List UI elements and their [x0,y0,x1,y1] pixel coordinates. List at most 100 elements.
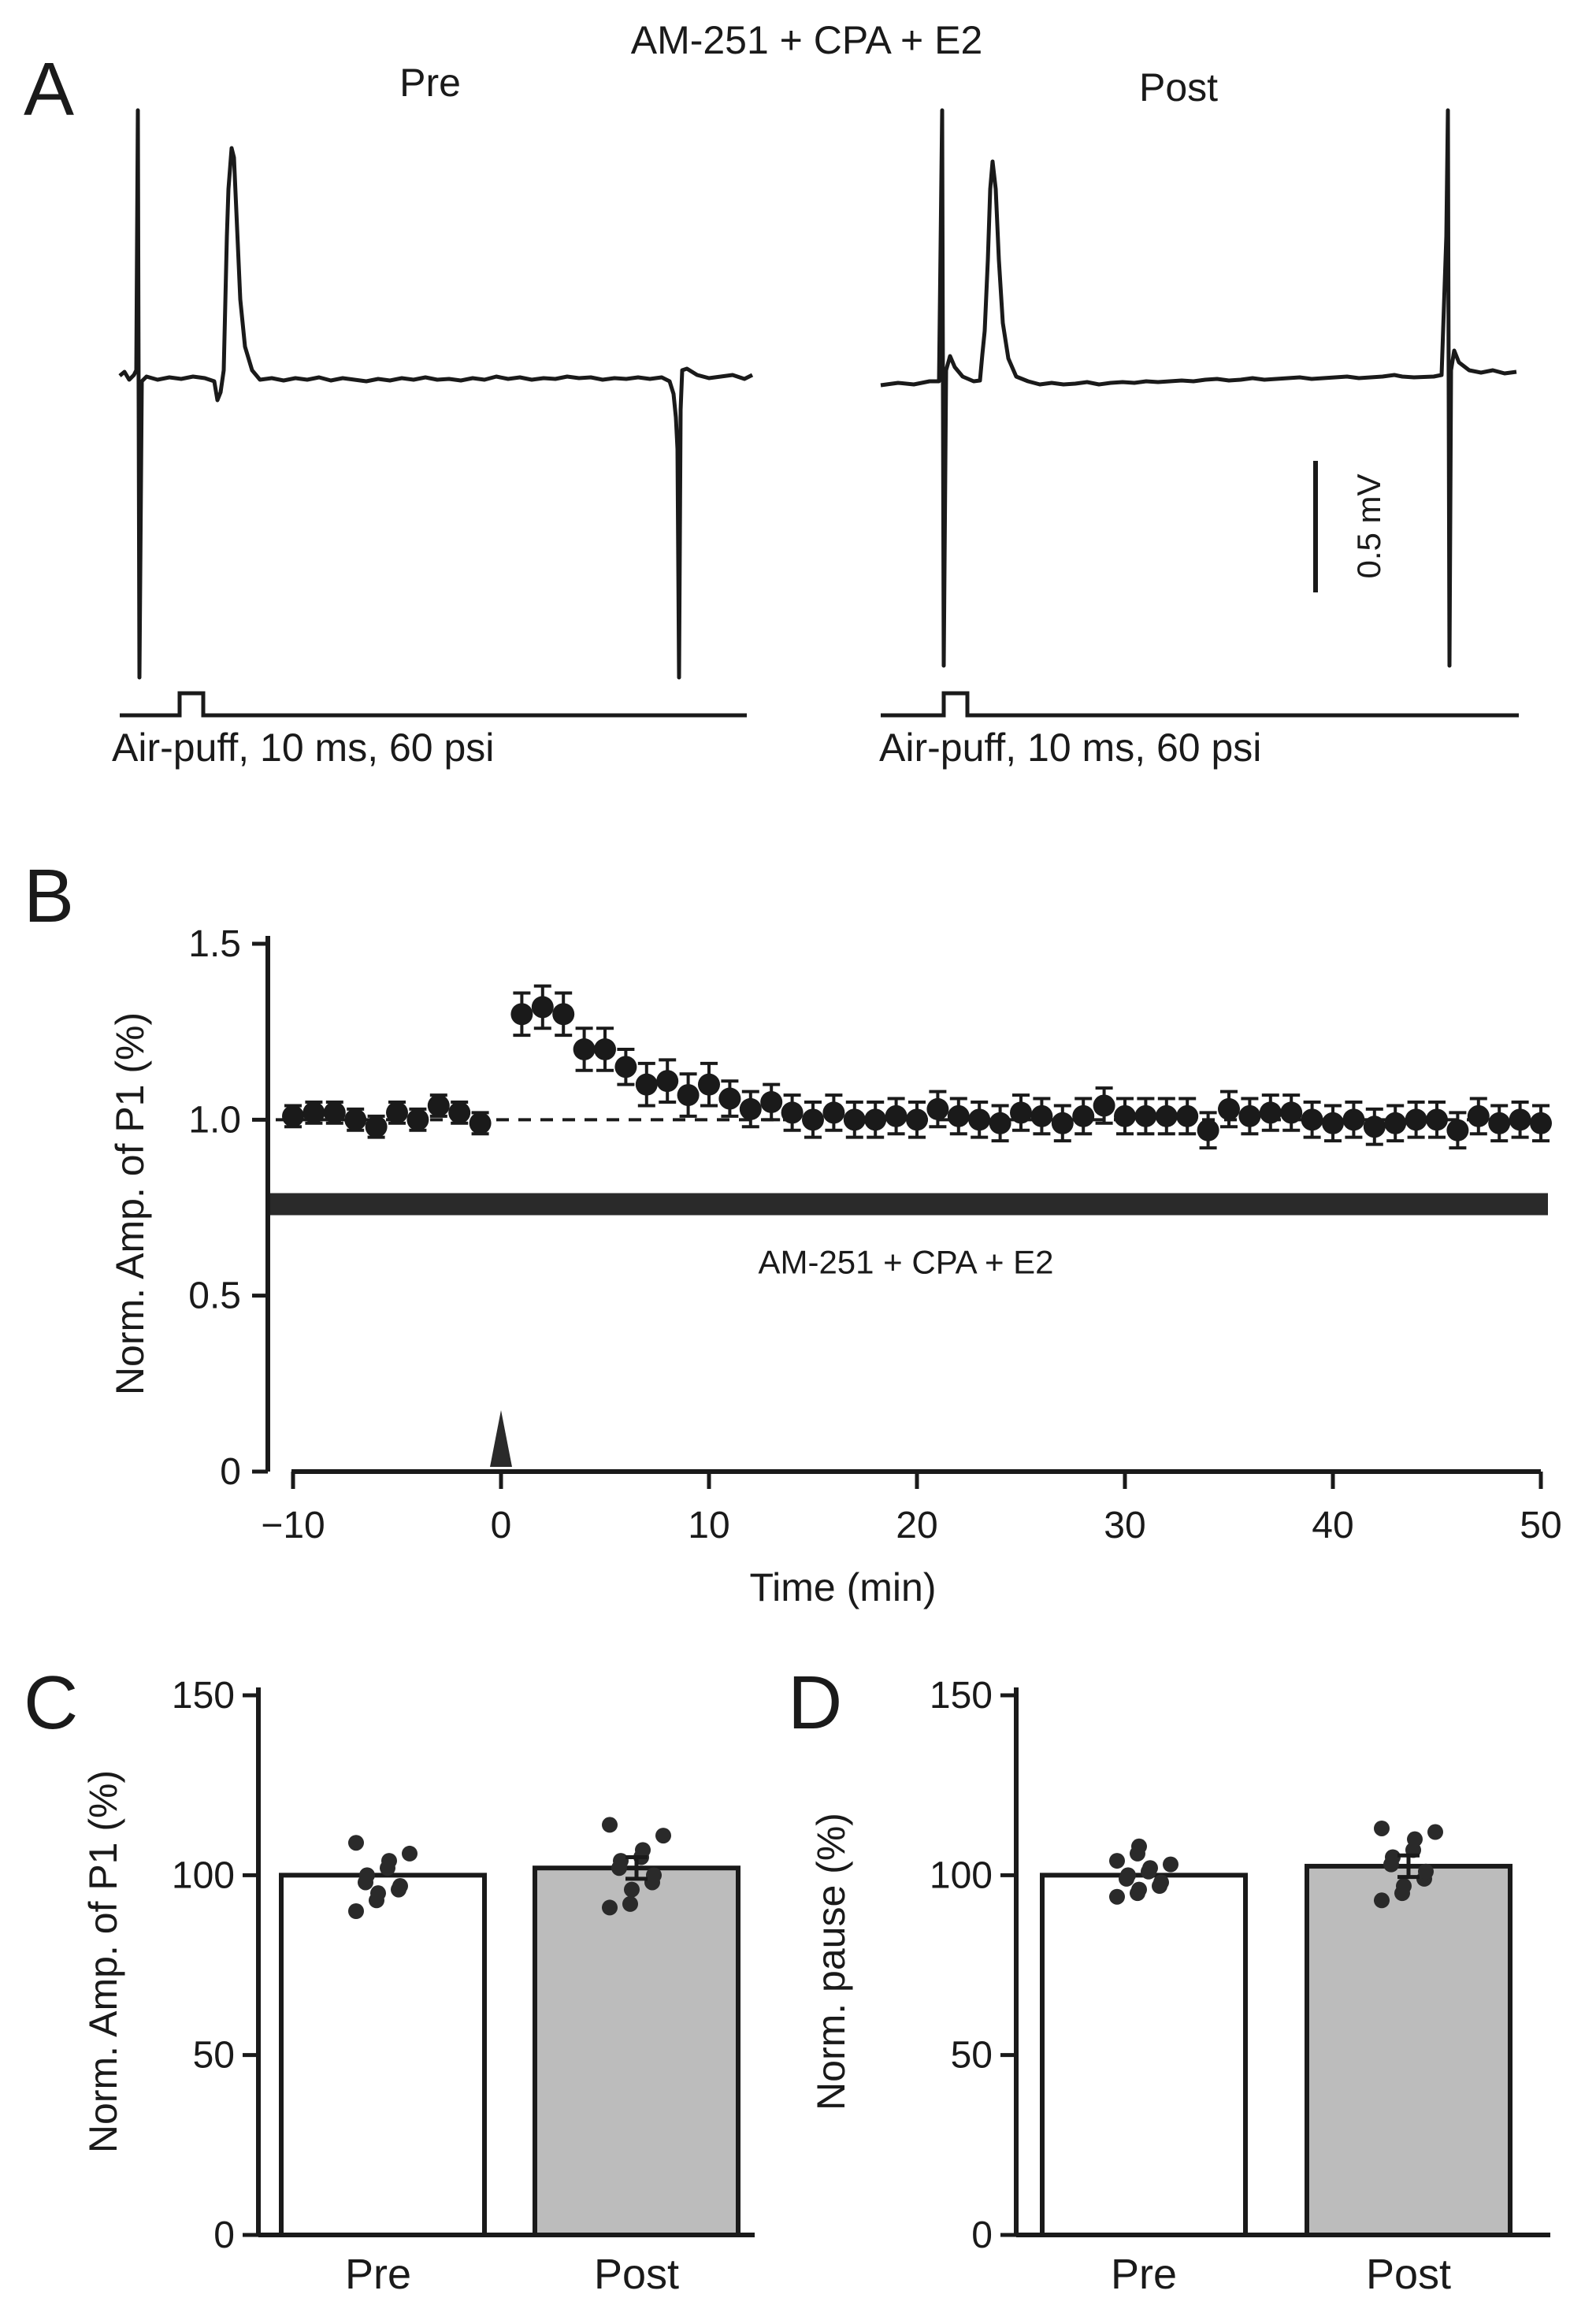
x-tick-label-b: 30 [1104,1505,1145,1546]
scatter-point-c [392,1878,408,1895]
data-point-b [822,1101,845,1124]
data-point-b [1010,1101,1032,1124]
scatter-point-d [1153,1874,1169,1891]
panel-a-title: AM-251 + CPA + E2 [631,18,983,62]
y-tick-label-c: 100 [172,1854,235,1896]
category-label-post-d: Post [1366,2251,1451,2298]
scatter-point-d [1131,1838,1147,1854]
scatter-point-c [613,1853,629,1869]
data-point-b [989,1112,1011,1134]
scatter-point-c [646,1867,662,1884]
y-axis-title-c: Norm. Amp. of P1 (%) [81,1770,125,2153]
data-point-b [510,1003,533,1026]
data-point-b [1384,1112,1407,1134]
data-point-b [926,1097,949,1120]
scatter-point-d [1374,1820,1390,1836]
data-point-b [448,1101,471,1124]
panel-b: B 0 0.5 1.0 1.5 −10 0 10 20 30 40 50 Norm. Amp. o… [24,854,1562,1609]
scatter-point-d [1385,1849,1401,1865]
y-tick-label-d: 100 [930,1854,993,1896]
data-point-b [1446,1119,1469,1142]
scatter-point-d [1120,1867,1136,1884]
post-trace [880,108,1517,668]
data-point-b [718,1087,741,1110]
data-point-b [1114,1104,1136,1127]
panel-c: C 0 50 100 150 Norm. Amp. of P1 (%) Pre Pos… [24,1661,755,2298]
data-point-b [469,1112,492,1134]
data-point-b [781,1101,804,1124]
x-tick-label-b: 50 [1520,1505,1561,1546]
stimulation-arrowhead [490,1410,512,1467]
y-tick-label-b: 0 [220,1451,241,1493]
y-tick-label-c: 50 [193,2035,235,2077]
data-point-b [1197,1119,1219,1142]
data-point-b [1342,1108,1365,1131]
x-tick-label-b: −10 [261,1505,325,1546]
post-stim-line [881,691,1519,718]
scatter-point-c [370,1885,386,1902]
data-point-b [1176,1104,1199,1127]
scatter-point-c [635,1842,651,1858]
data-point-b [302,1101,325,1124]
pre-trace-label: Pre [399,61,461,105]
data-point-b [1322,1112,1344,1134]
scatter-point-c [348,1903,364,1919]
data-point-b [656,1070,679,1093]
y-tick-label-d: 150 [930,1675,993,1717]
data-point-b [885,1104,907,1127]
scatter-point-d [1109,1888,1125,1905]
scatter-point-c [624,1881,640,1898]
data-point-b [1051,1112,1074,1134]
data-point-b [802,1108,824,1131]
scatter-point-d [1427,1824,1443,1840]
x-tick-label-b: 20 [896,1505,937,1546]
x-tick-label-b: 0 [491,1505,512,1546]
data-point-b [1467,1104,1490,1127]
category-label-post-c: Post [594,2251,679,2298]
data-point-b [573,1038,596,1060]
y-tick-label-b: 1.5 [188,923,241,965]
data-point-b [594,1038,616,1060]
data-point-b [1405,1108,1427,1131]
scatter-point-c [359,1867,375,1884]
y-tick-label-d: 0 [971,2214,993,2256]
y-tick-label-c: 150 [172,1675,235,1717]
post-trace-label: Post [1139,65,1218,110]
data-point-b [406,1108,429,1131]
data-point-b [1530,1112,1552,1134]
scatter-point-c [655,1828,671,1844]
x-tick-label-b: 40 [1312,1505,1353,1546]
data-point-b [531,996,554,1019]
data-point-b [344,1108,367,1131]
data-point-b [1301,1108,1323,1131]
pre-stim-line [120,691,747,718]
bar-pre-d [1040,1873,1248,2237]
scatter-point-c [622,1895,638,1912]
data-point-b [760,1091,783,1113]
data-point-b [323,1101,346,1124]
scatter-point-d [1163,1856,1178,1873]
y-axis-title-b: Norm. Amp. of P1 (%) [108,1012,152,1395]
bar-post-c [533,1865,740,2237]
bar-post-d [1305,1863,1512,2238]
panel-a: A AM-251 + CPA + E2 Pre Post Air-puff, 1… [24,18,1519,770]
scatter-point-d [1407,1831,1423,1847]
y-tick-label-b: 1.0 [188,1099,241,1141]
panel-a-letter: A [24,47,74,132]
data-point-b [386,1101,408,1124]
data-point-b [1238,1104,1261,1127]
drug-bar-label: AM-251 + CPA + E2 [758,1244,1053,1281]
data-point-b [677,1084,700,1107]
y-axis-title-d: Norm. pause (%) [809,1813,853,2110]
data-point-b [843,1108,866,1131]
data-point-b [1509,1108,1531,1131]
drug-application-bar [270,1193,1548,1216]
data-point-b [1280,1101,1303,1124]
data-point-b [1259,1101,1282,1124]
category-label-pre-d: Pre [1111,2251,1177,2298]
panel-d-letter: D [788,1661,842,1745]
data-point-b [864,1108,887,1131]
data-point-b [968,1108,991,1131]
scatter-point-d [1109,1853,1125,1869]
scatter-point-d [1418,1863,1434,1880]
